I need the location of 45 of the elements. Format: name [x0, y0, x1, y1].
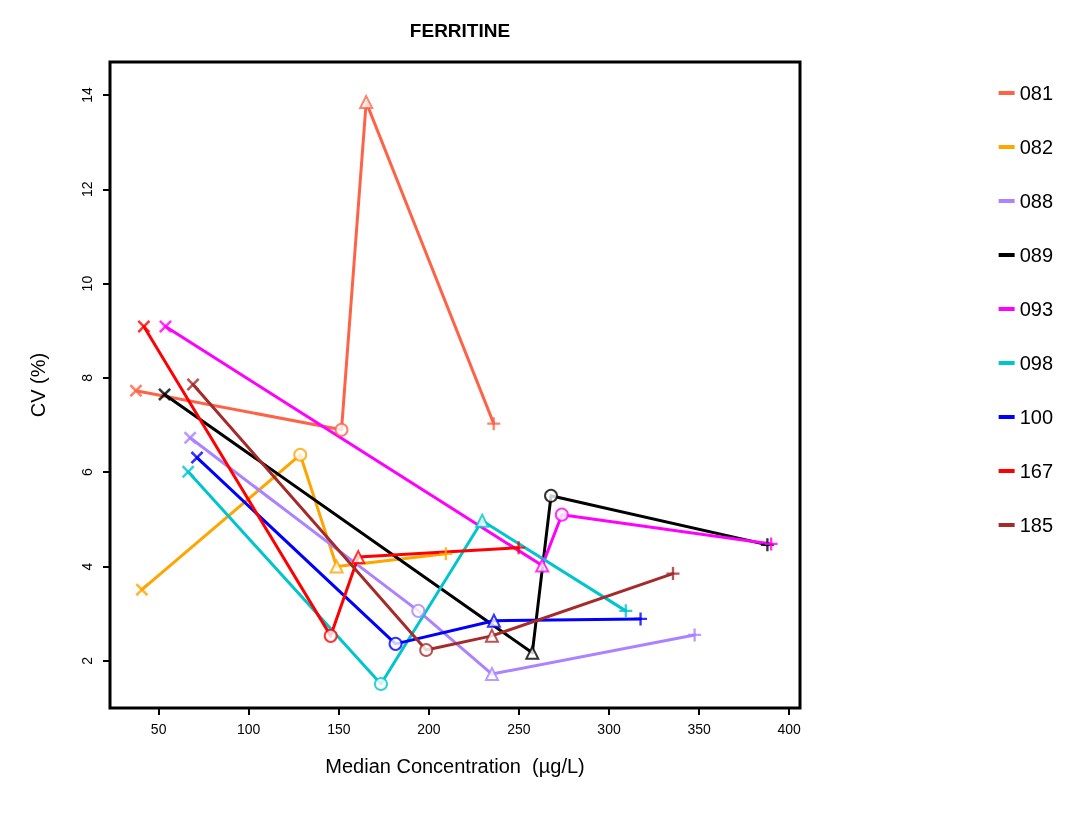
point — [484, 667, 499, 682]
point — [486, 613, 501, 628]
legend-label: 093 — [1019, 298, 1054, 320]
point — [359, 95, 374, 110]
point — [544, 488, 559, 503]
y-axis-title: CV (%) — [27, 352, 49, 418]
x-axis-title: Median Concentration (µg/L) — [325, 755, 585, 777]
point — [329, 559, 344, 574]
legend-label: 167 — [1019, 460, 1054, 482]
point — [293, 447, 308, 462]
y-tick-label: 14 — [79, 87, 95, 103]
point — [388, 636, 403, 651]
legend-label: 081 — [1019, 82, 1054, 104]
point — [334, 422, 349, 437]
point — [351, 550, 366, 565]
legend-label: 185 — [1019, 514, 1054, 536]
x-tick-label: 150 — [327, 721, 351, 737]
legend-label: 082 — [1019, 136, 1054, 158]
y-tick-label: 6 — [79, 468, 95, 477]
point — [411, 603, 426, 618]
legend-label: 089 — [1019, 244, 1054, 266]
y-tick-label: 12 — [79, 181, 95, 198]
legend-label: 100 — [1019, 406, 1054, 428]
x-tick-label: 250 — [507, 721, 531, 737]
x-tick-label: 50 — [150, 721, 167, 737]
x-tick-label: 300 — [597, 721, 621, 737]
x-tick-label: 350 — [687, 721, 711, 737]
x-tick-label: 400 — [777, 721, 802, 737]
y-tick-label: 2 — [79, 656, 95, 665]
point — [475, 513, 490, 528]
point — [525, 645, 540, 660]
chart-title: FERRITINE — [409, 20, 511, 41]
legend-label: 098 — [1019, 352, 1054, 374]
point — [323, 628, 338, 643]
y-tick-label: 4 — [79, 562, 95, 571]
y-tick-label: 10 — [79, 275, 95, 292]
point — [419, 643, 434, 657]
x-tick-label: 100 — [237, 721, 261, 737]
point — [373, 676, 388, 691]
x-tick-label: 200 — [417, 721, 441, 737]
y-tick-label: 8 — [79, 373, 95, 382]
point — [554, 507, 569, 522]
point — [484, 628, 499, 643]
point — [535, 558, 550, 573]
legend-label: 088 — [1019, 190, 1054, 212]
